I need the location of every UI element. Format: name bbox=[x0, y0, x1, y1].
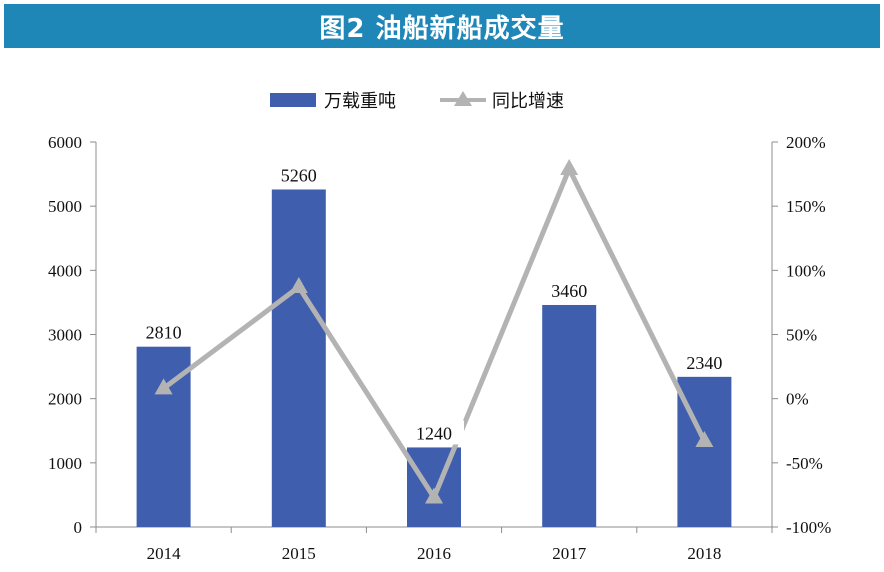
bar bbox=[271, 189, 326, 527]
right-tick-label: 50% bbox=[786, 326, 817, 345]
left-tick-label: 1000 bbox=[48, 454, 82, 473]
x-tick-label: 2014 bbox=[147, 544, 182, 563]
legend-bar-swatch bbox=[270, 93, 316, 107]
bar bbox=[407, 447, 461, 527]
growth-point-marker bbox=[695, 431, 714, 448]
bar-data-label: 2340 bbox=[686, 353, 722, 373]
legend-line-marker bbox=[454, 91, 472, 106]
x-tick-label: 2017 bbox=[552, 544, 587, 563]
chart-title: 图2 油船新船成交量 bbox=[4, 4, 880, 48]
right-tick-label: 200% bbox=[786, 133, 826, 152]
right-tick-label: 0% bbox=[786, 390, 809, 409]
right-tick-label: 150% bbox=[786, 197, 826, 216]
legend-line-label: 同比增速 bbox=[492, 91, 564, 112]
growth-point-marker bbox=[560, 158, 579, 175]
bar-data-label: 5260 bbox=[281, 165, 317, 185]
x-tick-label: 2015 bbox=[282, 544, 316, 563]
legend: 万载重吨 同比增速 bbox=[270, 91, 564, 112]
data-label-background bbox=[268, 162, 329, 187]
right-tick-label: -50% bbox=[786, 454, 823, 473]
data-label-background bbox=[674, 349, 735, 374]
data-label-background bbox=[404, 420, 464, 445]
bar bbox=[542, 304, 597, 527]
data-label-background bbox=[539, 277, 600, 302]
x-tick-label: 2016 bbox=[417, 544, 451, 563]
data-label-background bbox=[133, 319, 194, 344]
left-tick-label: 0 bbox=[74, 518, 83, 537]
growth-point-marker bbox=[154, 378, 173, 395]
bar-data-label: 3460 bbox=[551, 281, 587, 301]
bar-data-label: 2810 bbox=[146, 323, 182, 343]
left-tick-label: 5000 bbox=[48, 197, 82, 216]
left-tick-label: 3000 bbox=[48, 326, 82, 345]
x-tick-label: 2018 bbox=[687, 544, 721, 563]
growth-point-marker bbox=[289, 277, 308, 294]
right-tick-label: -100% bbox=[786, 518, 831, 537]
legend-bar-label: 万载重吨 bbox=[324, 91, 396, 112]
bar-data-label: 1240 bbox=[416, 423, 452, 443]
left-tick-label: 4000 bbox=[48, 261, 82, 280]
left-tick-label: 6000 bbox=[48, 133, 82, 152]
growth-point-marker bbox=[425, 487, 443, 504]
right-tick-label: 100% bbox=[786, 261, 826, 280]
left-tick-label: 2000 bbox=[48, 390, 82, 409]
